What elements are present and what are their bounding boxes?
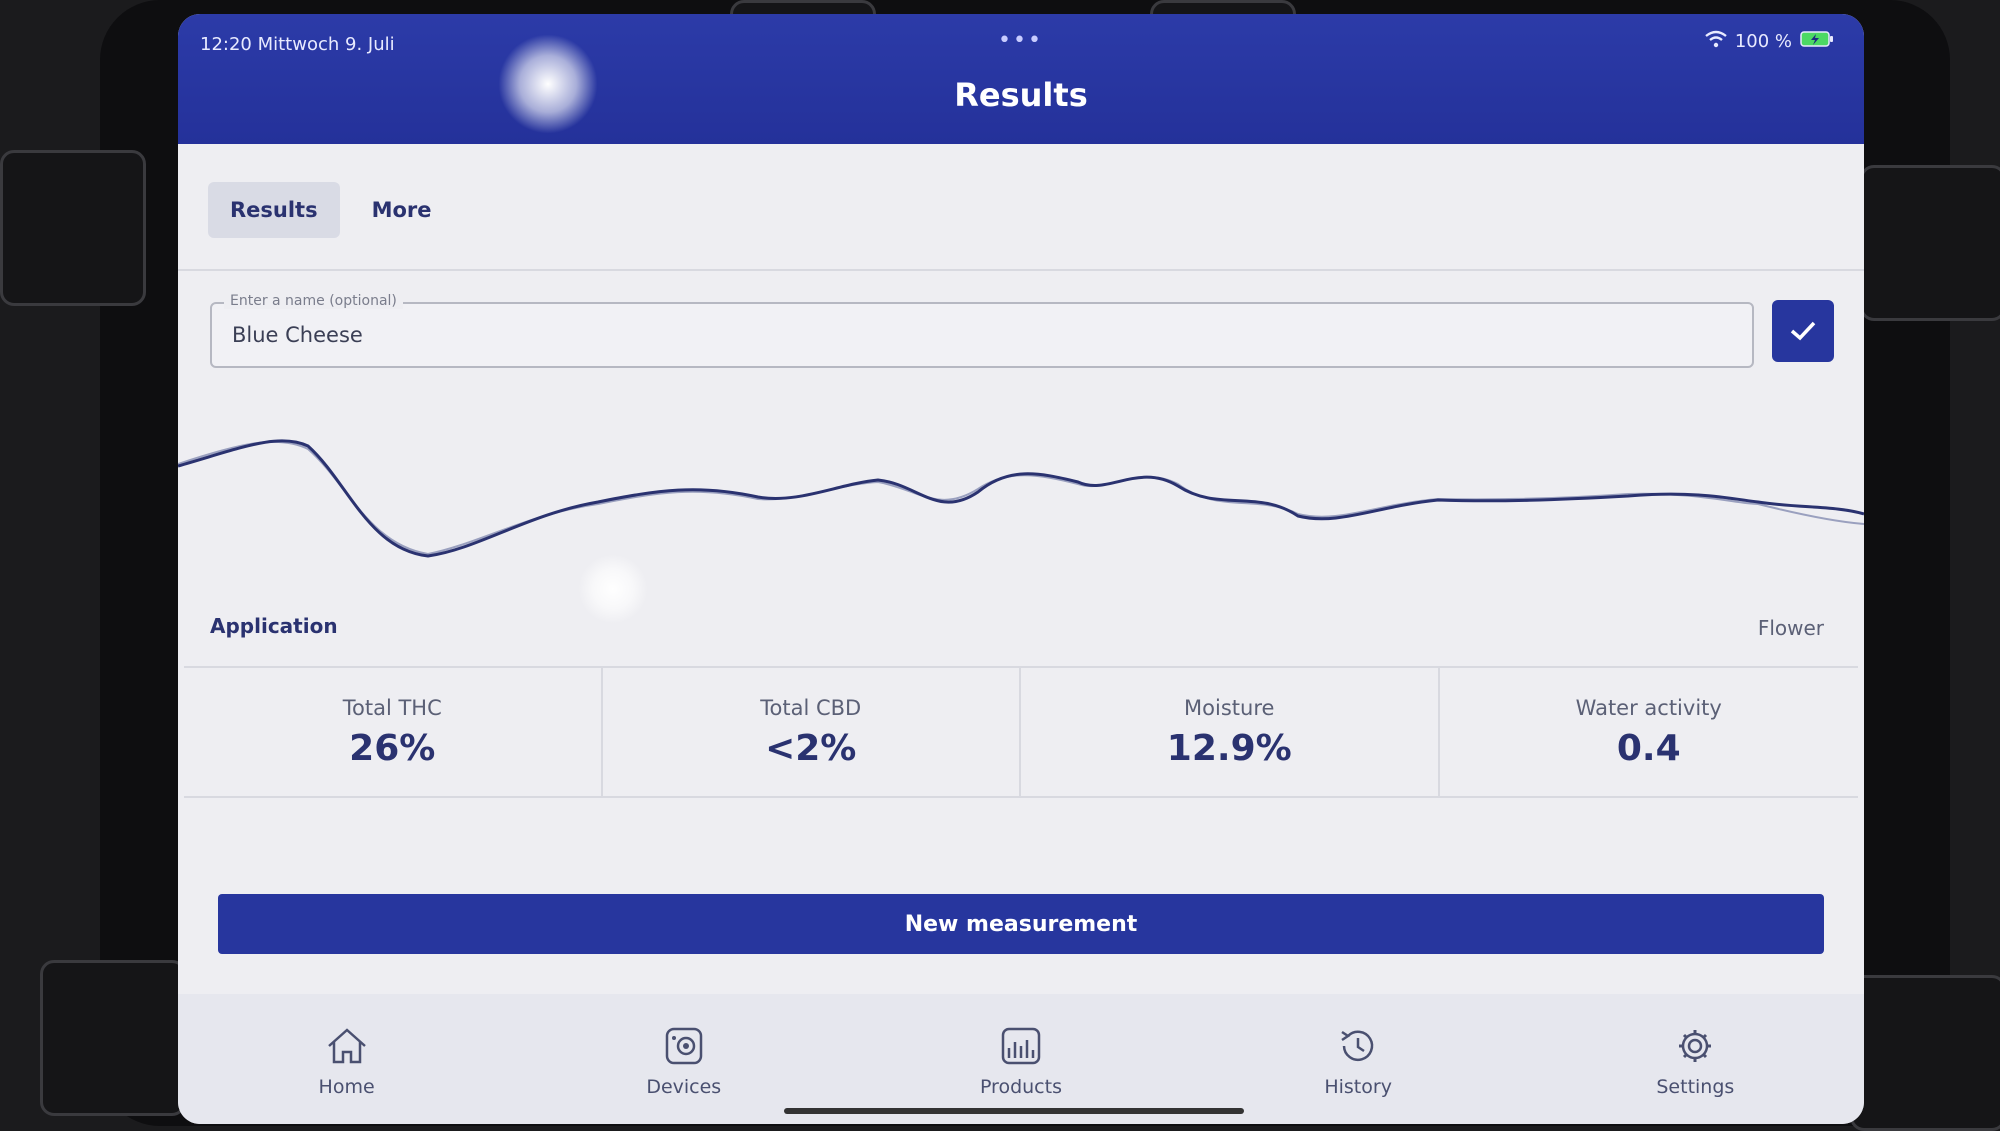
nav-item-products[interactable]: Products — [931, 1026, 1111, 1098]
result-label: Water activity — [1575, 695, 1722, 720]
tab-divider — [178, 269, 1864, 271]
holder-clip — [1850, 975, 2000, 1131]
light-reflection — [578, 554, 648, 624]
result-value: <2% — [765, 727, 857, 769]
result-label: Total THC — [342, 695, 442, 720]
nav-item-devices[interactable]: Devices — [594, 1026, 774, 1098]
status-indicators: 100 % — [1705, 30, 1834, 53]
tab-results[interactable]: Results — [208, 182, 340, 238]
home-indicator[interactable] — [784, 1108, 1244, 1114]
wifi-icon — [1705, 30, 1727, 53]
results-grid: Total THC 26% Total CBD <2% Moisture 12.… — [184, 666, 1858, 798]
result-label: Total CBD — [760, 695, 862, 720]
light-reflection — [498, 34, 598, 134]
bottom-nav: Home Devices Products History Settings — [178, 994, 1864, 1124]
device-icon — [665, 1027, 703, 1065]
nav-item-settings[interactable]: Settings — [1605, 1026, 1785, 1098]
spectrum-chart — [178, 439, 1864, 558]
tab-more[interactable]: More — [371, 198, 432, 222]
nav-item-history[interactable]: History — [1268, 1026, 1448, 1098]
holder-clip — [0, 150, 146, 306]
name-field-label: Enter a name (optional) — [224, 293, 403, 309]
result-cell: Total CBD <2% — [603, 668, 1021, 796]
result-value: 12.9% — [1166, 727, 1292, 769]
battery-percent: 100 % — [1734, 31, 1792, 52]
nav-label: Home — [318, 1076, 375, 1098]
result-value: 26% — [349, 727, 436, 769]
nav-label: Devices — [646, 1076, 722, 1098]
spectrum-line-primary — [178, 439, 1864, 558]
result-cell: Total THC 26% — [184, 668, 603, 796]
chart-label-left: Application — [210, 614, 338, 638]
battery-icon — [1800, 30, 1834, 53]
result-label: Moisture — [1184, 695, 1275, 720]
page-title: Results — [954, 76, 1088, 114]
app-screen: 12:20 Mittwoch 9. Juli ••• 100 % Results… — [178, 14, 1864, 1124]
result-value: 0.4 — [1616, 727, 1681, 769]
name-field[interactable]: Enter a name (optional) — [210, 293, 1754, 368]
result-cell: Moisture 12.9% — [1021, 668, 1440, 796]
chart-label-right: Flower — [1757, 616, 1824, 640]
tab-bar: Results More — [208, 182, 454, 238]
history-icon — [1341, 1030, 1374, 1062]
home-icon — [327, 1028, 366, 1064]
nav-label: Products — [979, 1076, 1062, 1098]
status-time: 12:20 Mittwoch 9. Juli — [200, 34, 395, 55]
result-cell: Water activity 0.4 — [1440, 668, 1859, 796]
products-icon — [1001, 1027, 1041, 1065]
multitask-dots[interactable]: ••• — [998, 28, 1043, 53]
checkmark-icon — [1790, 321, 1816, 341]
gear-icon — [1679, 1030, 1712, 1062]
holder-clip — [1860, 165, 2000, 321]
nav-item-home[interactable]: Home — [257, 1026, 437, 1098]
new-measurement-button[interactable]: New measurement — [218, 894, 1824, 954]
name-input[interactable] — [230, 322, 1134, 348]
confirm-name-button[interactable] — [1772, 300, 1834, 362]
nav-label: Settings — [1656, 1076, 1735, 1098]
top-bar: 12:20 Mittwoch 9. Juli ••• 100 % Results — [178, 14, 1864, 144]
nav-label: History — [1324, 1076, 1392, 1098]
holder-clip — [40, 960, 186, 1116]
